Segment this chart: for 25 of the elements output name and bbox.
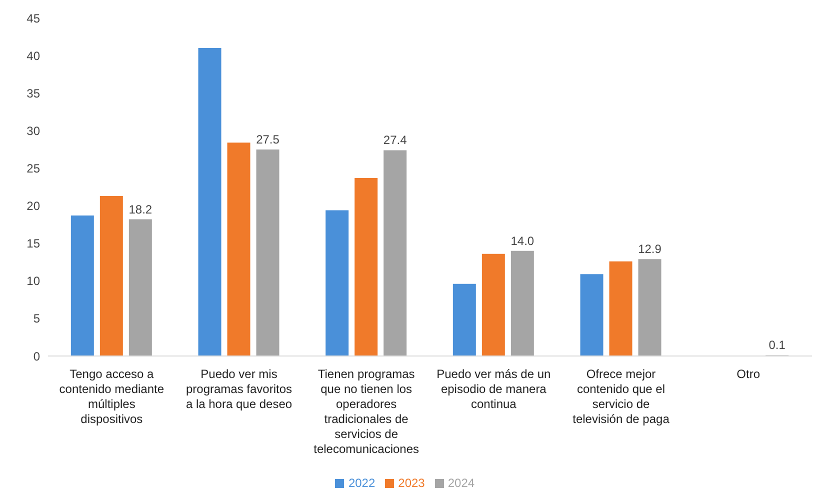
y-tick-label: 25	[26, 161, 40, 176]
x-tick-label: Puedo ver mis programas favoritos a la hora que deseo	[186, 367, 292, 411]
y-tick-label: 45	[26, 11, 40, 26]
data-label: 0.1	[768, 338, 786, 352]
data-label: 27.4	[383, 133, 408, 148]
y-tick-label: 30	[26, 124, 40, 138]
x-tick-label: Tienen programas que no tienen los operadores tradicionales de servicios de telecomunicaciones	[314, 367, 420, 456]
data-label: 12.9	[638, 242, 662, 256]
y-tick-label: 20	[26, 199, 40, 214]
y-tick-label: 40	[26, 48, 40, 63]
x-tick-label: Tengo acceso a contenido mediante múltiples dispositivos	[59, 367, 164, 426]
legend-label: 2024	[448, 476, 475, 490]
legend-label: 2022	[348, 476, 376, 490]
data-label: 27.5	[256, 132, 280, 146]
legend-label: 2023	[398, 476, 425, 490]
y-tick-label: 0	[33, 349, 40, 364]
data-label: 14.0	[510, 234, 534, 248]
y-tick-label: 35	[26, 86, 40, 100]
y-tick-label: 15	[26, 236, 40, 251]
x-tick-label: Otro	[736, 367, 760, 381]
y-tick-label: 5	[33, 312, 40, 326]
x-tick-label: Ofrece mejor contenido que el servicio de televisión de paga	[572, 367, 670, 426]
data-label: 18.2	[128, 202, 152, 216]
x-tick-label: Puedo ver más de un episodio de manera continua	[436, 367, 551, 411]
y-tick-label: 10	[26, 274, 40, 288]
